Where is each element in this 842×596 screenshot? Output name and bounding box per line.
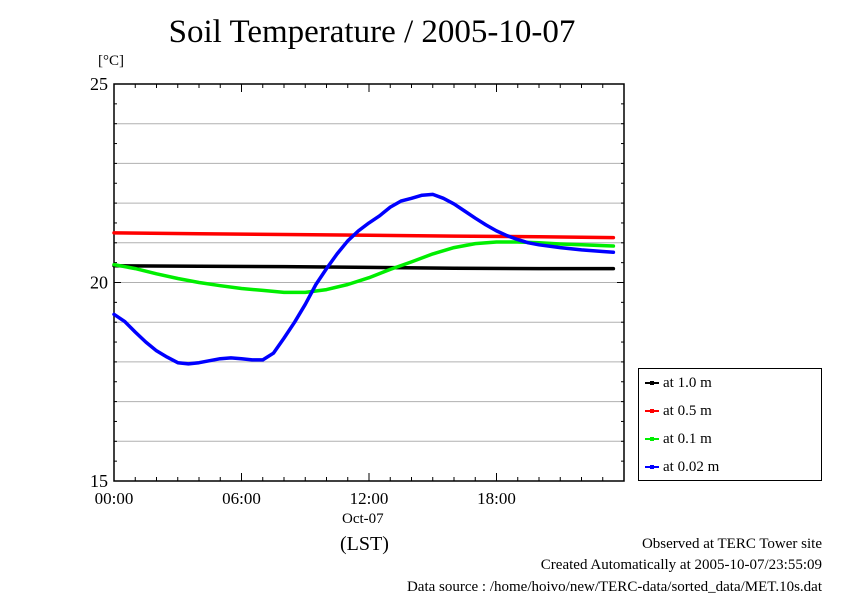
y-axis-unit-label: [°C] [98, 53, 124, 69]
footer-source: Data source : /home/hoivo/new/TERC-data/… [406, 579, 822, 595]
legend-label: at 0.5 m [663, 402, 712, 419]
legend-label: at 0.1 m [663, 430, 712, 447]
footer-observed: Observed at TERC Tower site [641, 536, 822, 552]
legend-swatch [645, 381, 659, 385]
series-line [112, 231, 616, 240]
x-date-label: Oct-07 [342, 511, 384, 527]
x-tick-label: 00:00 [95, 489, 134, 508]
x-tick-label: 18:00 [477, 489, 516, 508]
plot-frame [113, 83, 625, 482]
series-line [112, 264, 616, 271]
legend-item: at 0.1 m [645, 429, 712, 449]
chart-title: Soil Temperature / 2005-10-07 [168, 14, 576, 50]
legend-item: at 1.0 m [645, 373, 712, 393]
x-axis-label: (LST) [340, 533, 389, 555]
legend-label: at 0.02 m [663, 458, 720, 475]
legend-swatch [645, 465, 659, 469]
footer-created: Created Automatically at 2005-10-07/23:5… [540, 557, 822, 573]
y-tick-label: 25 [90, 74, 108, 94]
legend-swatch [645, 437, 659, 441]
x-tick-label: 06:00 [222, 489, 261, 508]
legend-item: at 0.5 m [645, 401, 712, 421]
legend-item: at 0.02 m [645, 457, 719, 477]
legend-swatch [645, 409, 659, 413]
y-tick-label: 20 [90, 273, 108, 293]
chart-legend: at 1.0 m at 0.5 m at 0.1 m at 0.02 m [638, 368, 822, 481]
series-line [112, 192, 616, 366]
legend-label: at 1.0 m [663, 374, 712, 391]
series-line [112, 240, 616, 295]
y-tick-label: 15 [90, 471, 108, 491]
x-tick-label: 12:00 [350, 489, 389, 508]
